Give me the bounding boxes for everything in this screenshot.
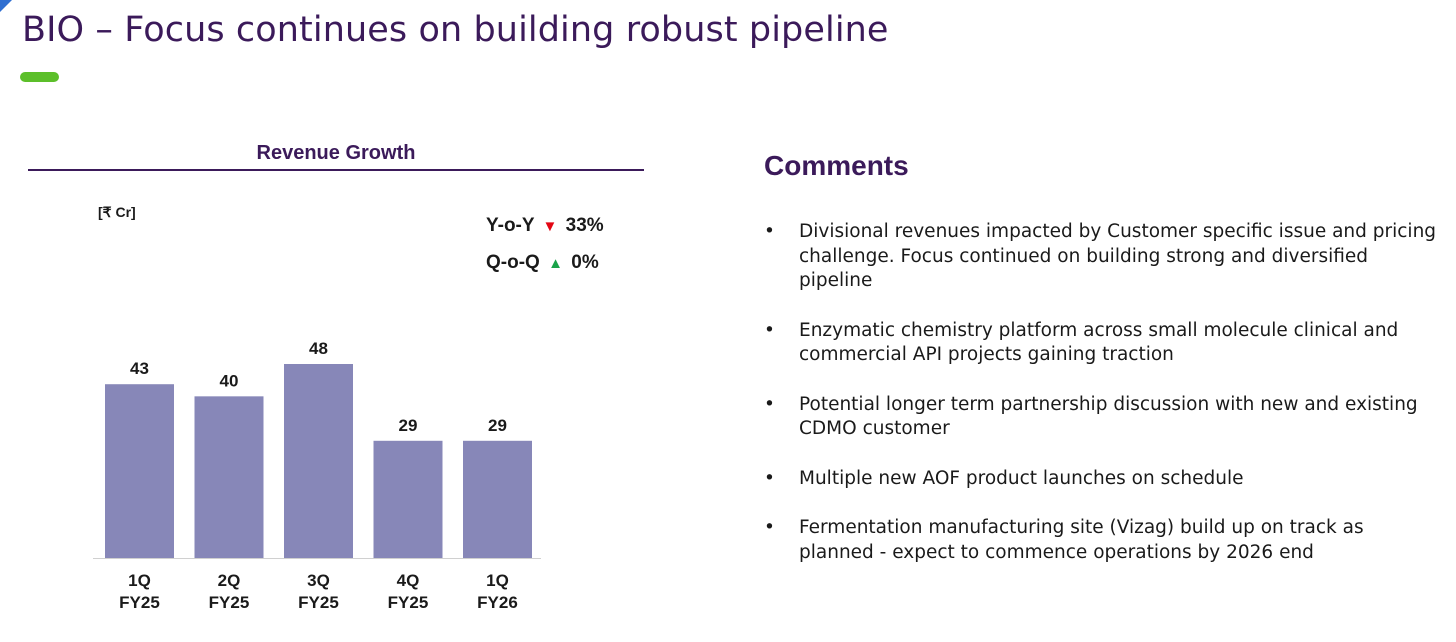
comment-item: • Fermentation manufacturing site (Vizag)… <box>764 516 1444 565</box>
data-label: 40 <box>220 371 239 390</box>
comment-text: Potential longer term partnership discus… <box>799 393 1418 440</box>
bullet-icon: • <box>764 467 775 489</box>
comment-text: Fermentation manufacturing site (Vizag) … <box>799 517 1364 563</box>
comments-list: • Divisional revenues impacted by Custome… <box>764 220 1444 590</box>
data-label: 29 <box>399 416 418 435</box>
bar <box>463 440 532 558</box>
corner-accent <box>0 0 12 12</box>
chart-unit-label: [₹ Cr] <box>98 204 136 220</box>
yoy-value: 33% <box>565 215 604 236</box>
x-tick-label: FY25 <box>388 593 429 612</box>
bullet-icon: • <box>764 393 775 415</box>
comments-title: Comments <box>764 150 909 181</box>
comment-item: • Multiple new AOF product launches on sc… <box>764 467 1444 492</box>
comment-item: • Enzymatic chemistry platform across sma… <box>764 319 1444 368</box>
x-tick-label: 2Q <box>218 571 241 590</box>
x-tick-label: 3Q <box>307 571 330 590</box>
bullet-icon: • <box>764 221 775 242</box>
page-title: BIO – Focus continues on building robust… <box>22 10 889 50</box>
yoy-label: Y-o-Y <box>486 215 535 236</box>
bar <box>105 384 174 558</box>
x-tick-label: FY25 <box>298 593 339 612</box>
bar <box>284 364 353 558</box>
title-accent-bar <box>20 72 59 82</box>
x-tick-label: FY25 <box>209 593 250 612</box>
revenue-bar-chart: 43 1Q FY25 40 2Q FY25 48 3Q FY25 29 4Q FY25 29 1Q FY26 <box>93 339 541 612</box>
down-triangle-icon: ▼ <box>542 218 558 235</box>
data-label: 29 <box>488 416 507 435</box>
chart-title-rule <box>28 169 644 171</box>
bar <box>194 396 264 558</box>
data-label: 48 <box>309 339 328 358</box>
comment-text: Enzymatic chemistry platform across smal… <box>799 319 1399 366</box>
x-tick-label: 4Q <box>397 571 420 590</box>
yoy-growth: Y-o-Y ▼ 33% <box>486 215 604 237</box>
qoq-growth: Q-o-Q ▲ 0% <box>486 252 599 274</box>
data-label: 43 <box>130 359 149 378</box>
comment-text: Divisional revenues impacted by Customer… <box>799 221 1437 291</box>
up-triangle-icon: ▲ <box>548 255 563 272</box>
comment-text: Multiple new AOF product launches on sch… <box>799 467 1244 489</box>
bullet-icon: • <box>764 517 775 538</box>
qoq-label: Q-o-Q <box>486 252 540 273</box>
chart-title: Revenue Growth <box>256 142 416 164</box>
x-tick-label: 1Q <box>128 571 151 590</box>
comment-item: • Potential longer term partnership discu… <box>764 393 1444 442</box>
x-tick-label: 1Q <box>486 571 509 590</box>
bar <box>373 440 443 558</box>
qoq-value: 0% <box>571 252 599 273</box>
comment-item: • Divisional revenues impacted by Custome… <box>764 220 1444 294</box>
x-tick-label: FY26 <box>477 593 518 612</box>
x-tick-label: FY25 <box>119 593 160 612</box>
bullet-icon: • <box>764 319 775 341</box>
